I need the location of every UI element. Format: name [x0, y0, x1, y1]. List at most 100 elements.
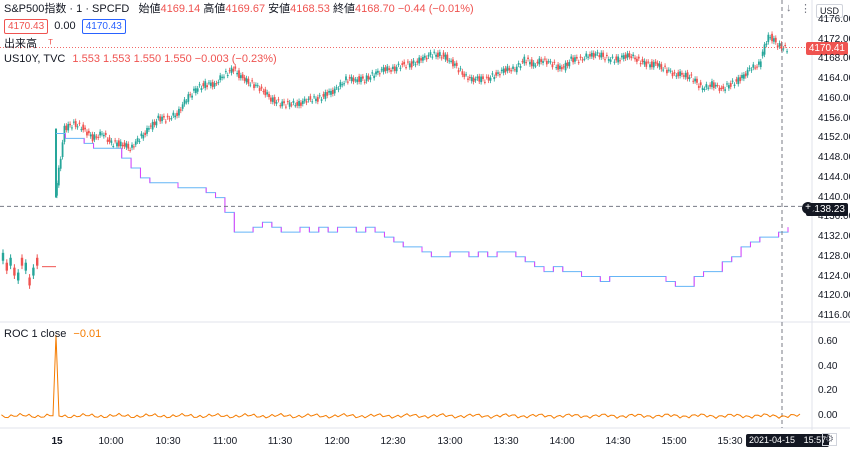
spread-value: 0.00: [54, 20, 76, 32]
candle-body: [405, 67, 407, 69]
x-tick-label: 14:00: [549, 436, 575, 447]
crosshair-plus-icon[interactable]: +: [802, 202, 814, 214]
candle-body: [243, 77, 246, 81]
candle-body: [168, 118, 171, 120]
candle-body: [253, 84, 255, 89]
symbol-title[interactable]: S&P500指数 · 1 · SPCFD: [4, 3, 130, 15]
candle-body: [230, 67, 233, 74]
candle-body: [176, 112, 178, 116]
candle-body: [502, 68, 505, 73]
candle-body: [236, 72, 239, 75]
candle-body: [553, 61, 556, 63]
candle-body: [510, 70, 513, 72]
candle-body: [448, 60, 451, 62]
candle-body: [493, 77, 496, 80]
candle-body: [326, 92, 329, 96]
candle-body: [666, 69, 668, 74]
candle-body: [157, 115, 160, 119]
candle-body: [151, 121, 154, 130]
volume-toggle-icon[interactable]: ᵀ: [48, 38, 53, 50]
candle-body: [254, 84, 257, 86]
candle-body: [628, 53, 631, 58]
x-tick-label: 15:00: [661, 436, 687, 447]
candle-body: [654, 61, 657, 64]
candle-body: [425, 57, 428, 60]
candle-body: [677, 72, 680, 77]
roc-y-tick-label: 0.20: [818, 385, 838, 397]
candle-body: [300, 102, 302, 106]
currency-button[interactable]: USD: [816, 4, 844, 18]
candle-body: [174, 115, 177, 118]
candle-body: [453, 63, 456, 66]
candle-body: [549, 61, 552, 63]
candle-body: [360, 76, 362, 83]
y-tick-label: 4140.00: [818, 191, 850, 203]
candle-body: [239, 75, 242, 79]
candle-body: [536, 61, 539, 64]
candle-body: [542, 61, 544, 63]
candle-body: [179, 109, 182, 111]
candle-body: [435, 54, 437, 57]
more-options-icon[interactable]: ⋮: [800, 3, 811, 15]
candle-body: [57, 167, 60, 186]
candle-body: [185, 101, 188, 103]
candle-body: [134, 141, 137, 145]
candle-body: [784, 45, 787, 47]
candle-body: [110, 140, 113, 144]
candle-body: [363, 81, 366, 83]
candle-body: [560, 67, 563, 70]
sell-button[interactable]: 4170.43: [4, 19, 49, 34]
candle-body: [504, 68, 507, 73]
candle-body: [701, 87, 704, 90]
buy-button[interactable]: 4170.43: [81, 19, 126, 34]
candle-body: [262, 91, 265, 93]
candle-body: [574, 57, 576, 62]
candle-body: [690, 74, 693, 76]
candle-body: [343, 83, 346, 85]
candle-body: [756, 66, 758, 68]
roc-label[interactable]: ROC 1 close: [4, 328, 67, 340]
candle-body: [519, 66, 522, 68]
candle-body: [164, 121, 167, 123]
candle-body: [208, 82, 210, 84]
candle-body: [707, 87, 710, 89]
candle-body: [148, 128, 150, 130]
candle-body: [619, 60, 621, 62]
candle-body: [382, 67, 385, 73]
candle-body: [401, 63, 404, 66]
volume-label[interactable]: 出来高: [4, 38, 37, 50]
candle-body: [127, 143, 130, 149]
scroll-down-icon[interactable]: ↓: [786, 2, 792, 14]
x-tick-label: 12:00: [324, 436, 350, 447]
candle-body: [149, 125, 152, 127]
candle-body: [778, 42, 781, 47]
candle-body: [56, 182, 58, 196]
candle-body: [696, 78, 698, 83]
candle-body: [346, 81, 349, 83]
candle-body: [333, 88, 336, 94]
x-tick-label: 13:00: [437, 436, 463, 447]
candle-body: [189, 94, 192, 96]
candle-body: [602, 52, 605, 57]
settings-gear-icon[interactable]: ⚙: [822, 433, 837, 446]
candle-body: [457, 70, 460, 73]
overlay-label[interactable]: US10Y, TVC: [4, 53, 66, 65]
candle-body: [106, 139, 109, 142]
candle-body: [600, 52, 603, 58]
candle-body: [716, 85, 719, 87]
candle-body: [202, 83, 205, 87]
candle-body: [271, 97, 274, 102]
candle-body: [532, 62, 535, 67]
candle-body: [645, 61, 648, 67]
candle-body: [234, 66, 237, 69]
candle-body: [440, 57, 443, 59]
candle-body: [759, 61, 762, 67]
candle-body: [596, 52, 599, 54]
candle-body: [750, 69, 753, 71]
x-tick-label: 11:00: [212, 436, 238, 447]
candle-body: [249, 84, 252, 86]
open-value: 4169.14: [160, 3, 201, 15]
candle-body: [196, 88, 199, 92]
candle-body: [290, 104, 293, 106]
